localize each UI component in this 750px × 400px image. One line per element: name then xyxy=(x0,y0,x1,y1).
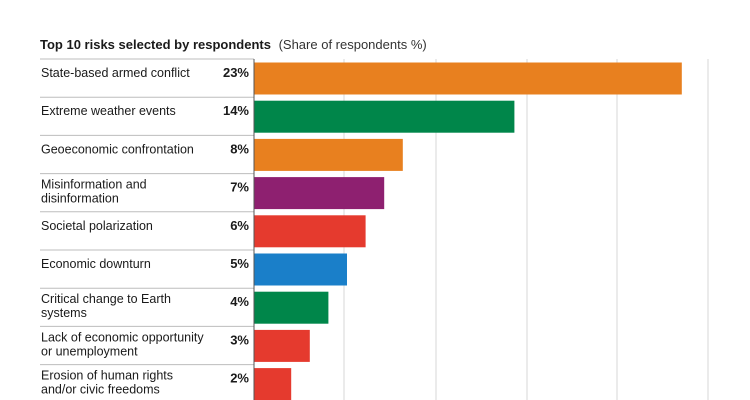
value-label: 23% xyxy=(223,65,249,80)
value-label: 6% xyxy=(230,218,249,233)
category-label: Lack of economic opportunity or unemploym… xyxy=(41,330,204,358)
bar-9 xyxy=(254,368,292,400)
category-label: Extreme weather events xyxy=(41,104,176,118)
category-label: Geoeconomic confrontation xyxy=(41,142,194,156)
bar-3 xyxy=(254,138,403,171)
bar-5 xyxy=(254,215,366,248)
category-label: Erosion of human rights and/or civic free… xyxy=(41,369,173,397)
value-label: 8% xyxy=(230,141,249,156)
chart-subtitle: (Share of respondents %) xyxy=(278,37,427,52)
value-label: 5% xyxy=(230,256,249,271)
bar-7 xyxy=(254,291,329,324)
category-label: Societal polarization xyxy=(41,219,153,233)
value-label: 3% xyxy=(230,332,249,347)
value-label: 4% xyxy=(230,294,249,309)
value-label: 14% xyxy=(223,103,249,118)
chart-title-block: Top 10 risks selected by respondents (Sh… xyxy=(40,37,427,52)
chart-title: Top 10 risks selected by respondents xyxy=(40,37,271,52)
bar-6 xyxy=(254,253,347,286)
category-label: Critical change to Earth systems xyxy=(41,292,171,320)
bar-4 xyxy=(254,177,385,210)
category-label: Economic downturn xyxy=(41,257,151,271)
bar-2 xyxy=(254,100,515,133)
value-label: 2% xyxy=(230,371,249,386)
bar-1 xyxy=(254,62,682,95)
category-label: State-based armed conflict xyxy=(41,66,190,80)
category-label: Misinformation and disinformation xyxy=(41,178,147,206)
bar-8 xyxy=(254,329,310,362)
value-label: 7% xyxy=(230,180,249,195)
